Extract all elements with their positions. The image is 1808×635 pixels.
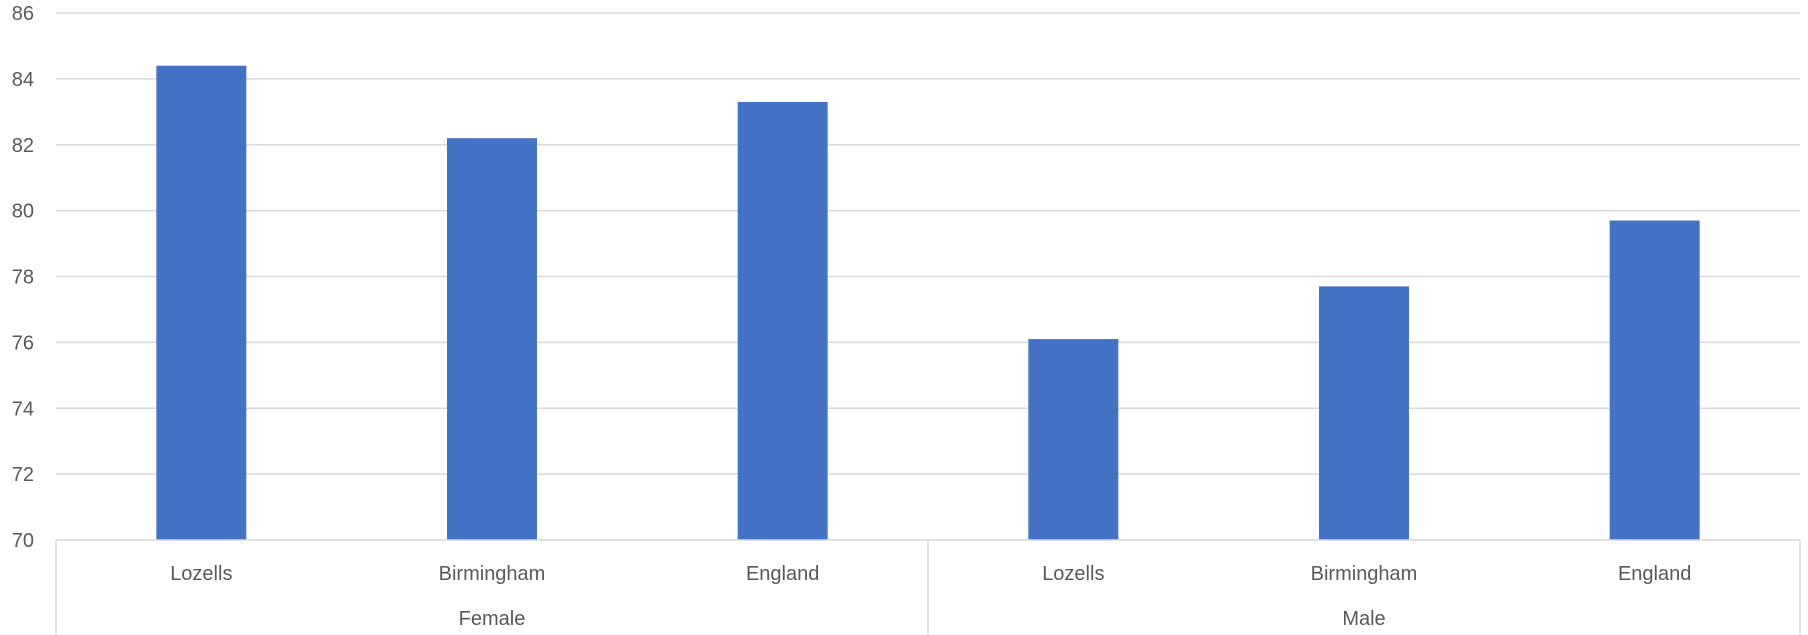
y-tick-label: 74	[12, 398, 34, 420]
x-category-label: Lozells	[1042, 563, 1104, 585]
bar	[737, 101, 828, 541]
y-tick-label: 76	[12, 332, 34, 354]
y-tick-label: 72	[12, 464, 34, 486]
bar	[1319, 286, 1409, 540]
y-axis-ticks: 70 72 74 76 78 80 82 84 86	[12, 3, 34, 552]
y-tick-label: 82	[12, 135, 34, 157]
x-category-label: England	[746, 563, 819, 585]
y-tick-label: 84	[12, 69, 34, 91]
x-category-label: England	[1618, 563, 1691, 585]
x-category-label: Lozells	[170, 563, 232, 585]
x-category-label: Birmingham	[439, 563, 546, 585]
y-tick-label: 78	[12, 267, 34, 289]
bar	[156, 65, 247, 540]
x-category-label: Birmingham	[1311, 563, 1418, 585]
bar	[1609, 220, 1700, 540]
y-tick-label: 70	[12, 530, 34, 552]
y-tick-label: 86	[12, 3, 34, 25]
y-tick-label: 80	[12, 201, 34, 223]
x-axis: Lozells Birmingham England Lozells Birmingha…	[55, 539, 1801, 635]
bar	[1028, 339, 1119, 540]
bars	[156, 65, 1700, 541]
x-group-label: Female	[459, 608, 526, 630]
x-group-label: Male	[1342, 608, 1385, 630]
bar	[447, 138, 537, 540]
gridlines	[56, 12, 1800, 475]
